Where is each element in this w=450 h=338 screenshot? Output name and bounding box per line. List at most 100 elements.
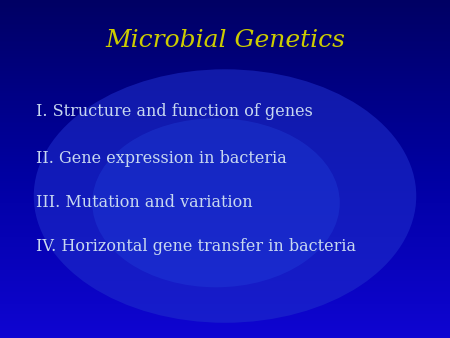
Bar [0, 135, 450, 137]
Bar [0, 204, 450, 206]
Bar [0, 157, 450, 159]
Bar [0, 321, 450, 323]
Bar [0, 270, 450, 272]
Bar [0, 296, 450, 297]
Bar [0, 193, 450, 194]
Bar [0, 262, 450, 264]
Bar [0, 162, 450, 164]
Bar [0, 259, 450, 260]
Text: Microbial Genetics: Microbial Genetics [105, 29, 345, 52]
Bar [0, 277, 450, 279]
Bar [0, 201, 450, 203]
Bar [0, 90, 450, 91]
Bar [0, 243, 450, 245]
Bar [0, 113, 450, 115]
Bar [0, 289, 450, 291]
Bar [0, 167, 450, 169]
Bar [0, 230, 450, 232]
Bar [0, 7, 450, 8]
Bar [0, 57, 450, 59]
Bar [0, 66, 450, 68]
Bar [0, 98, 450, 100]
Bar [0, 155, 450, 157]
Bar [0, 59, 450, 61]
Bar [0, 12, 450, 14]
Bar [0, 47, 450, 49]
Text: II. Gene expression in bacteria: II. Gene expression in bacteria [36, 150, 287, 167]
Bar [0, 137, 450, 139]
Bar [0, 215, 450, 216]
Bar [0, 64, 450, 66]
Ellipse shape [92, 118, 340, 287]
Bar [0, 35, 450, 37]
Bar [0, 252, 450, 254]
Bar [0, 51, 450, 52]
Bar [0, 171, 450, 172]
Bar [0, 297, 450, 299]
Bar [0, 284, 450, 286]
Bar [0, 237, 450, 238]
Bar [0, 56, 450, 57]
Bar [0, 5, 450, 7]
Bar [0, 218, 450, 220]
Bar [0, 44, 450, 46]
Bar [0, 292, 450, 294]
Bar [0, 255, 450, 257]
Bar [0, 223, 450, 225]
Bar [0, 216, 450, 218]
Bar [0, 238, 450, 240]
Bar [0, 159, 450, 161]
Bar [0, 248, 450, 250]
Bar [0, 78, 450, 79]
Bar [0, 125, 450, 127]
Bar [0, 235, 450, 237]
Bar [0, 221, 450, 223]
Bar [0, 2, 450, 3]
Bar [0, 127, 450, 128]
Bar [0, 161, 450, 162]
Bar [0, 183, 450, 184]
Bar [0, 282, 450, 284]
Bar [0, 81, 450, 83]
Bar [0, 41, 450, 42]
Bar [0, 306, 450, 308]
Bar [0, 19, 450, 20]
Bar [0, 145, 450, 147]
Bar [0, 311, 450, 313]
Bar [0, 128, 450, 130]
Bar [0, 91, 450, 93]
Bar [0, 29, 450, 30]
Bar [0, 226, 450, 228]
Bar [0, 30, 450, 32]
Bar [0, 220, 450, 221]
Bar [0, 149, 450, 150]
Bar [0, 96, 450, 98]
Bar [0, 206, 450, 208]
Bar [0, 314, 450, 316]
Bar [0, 245, 450, 247]
Bar [0, 34, 450, 35]
Bar [0, 68, 450, 69]
Bar [0, 100, 450, 101]
Bar [0, 323, 450, 324]
Bar [0, 39, 450, 41]
Bar [0, 10, 450, 12]
Bar [0, 115, 450, 117]
Bar [0, 103, 450, 105]
Bar [0, 191, 450, 193]
Bar [0, 139, 450, 140]
Bar [0, 309, 450, 311]
Bar [0, 76, 450, 78]
Text: IV. Horizontal gene transfer in bacteria: IV. Horizontal gene transfer in bacteria [36, 238, 356, 255]
Bar [0, 233, 450, 235]
Bar [0, 260, 450, 262]
Bar [0, 232, 450, 233]
Text: III. Mutation and variation: III. Mutation and variation [36, 194, 252, 211]
Bar [0, 330, 450, 331]
Bar [0, 27, 450, 29]
Bar [0, 69, 450, 71]
Bar [0, 49, 450, 51]
Bar [0, 110, 450, 112]
Bar [0, 71, 450, 73]
Bar [0, 189, 450, 191]
